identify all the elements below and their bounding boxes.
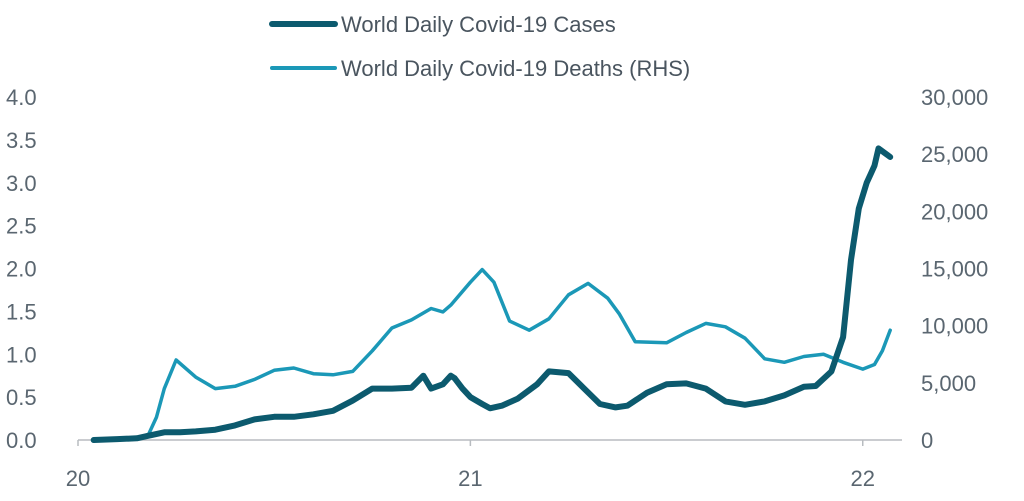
y-right-tick-label: 20,000 <box>921 199 988 224</box>
y-left-axis: 0.0 0.5 1.0 1.5 2.0 2.5 3.0 3.5 4.0 <box>6 85 37 453</box>
y-left-tick-label: 2.0 <box>6 257 37 282</box>
y-left-tick-label: 0.5 <box>6 385 37 410</box>
legend-label-cases: World Daily Covid-19 Cases <box>341 12 616 37</box>
y-left-tick-label: 1.0 <box>6 342 37 367</box>
y-right-tick-label: 15,000 <box>921 257 988 282</box>
y-right-tick-label: 10,000 <box>921 314 988 339</box>
y-left-tick-label: 4.0 <box>6 85 37 110</box>
y-right-axis: 0 5,000 10,000 15,000 20,000 25,000 30,000 <box>921 85 988 453</box>
x-tick-label: 22 <box>851 466 875 491</box>
y-left-tick-label: 2.5 <box>6 214 37 239</box>
y-left-tick-label: 0.0 <box>6 428 37 453</box>
legend-label-deaths: World Daily Covid-19 Deaths (RHS) <box>341 56 690 81</box>
series-line-cases <box>90 145 894 443</box>
x-tick-label: 20 <box>66 466 90 491</box>
y-right-tick-label: 25,000 <box>921 142 988 167</box>
series-line-deaths <box>91 267 892 442</box>
legend: World Daily Covid-19 Cases World Daily C… <box>269 12 690 81</box>
y-right-tick-label: 0 <box>921 428 933 453</box>
y-left-tick-label: 1.5 <box>6 299 37 324</box>
y-left-tick-label: 3.5 <box>6 128 37 153</box>
y-left-tick-label: 3.0 <box>6 171 37 196</box>
x-tick-label: 21 <box>458 466 482 491</box>
x-axis: 20 21 22 <box>66 440 875 491</box>
series-layer <box>90 145 894 443</box>
y-right-tick-label: 5,000 <box>921 371 976 396</box>
y-right-tick-label: 30,000 <box>921 85 988 110</box>
